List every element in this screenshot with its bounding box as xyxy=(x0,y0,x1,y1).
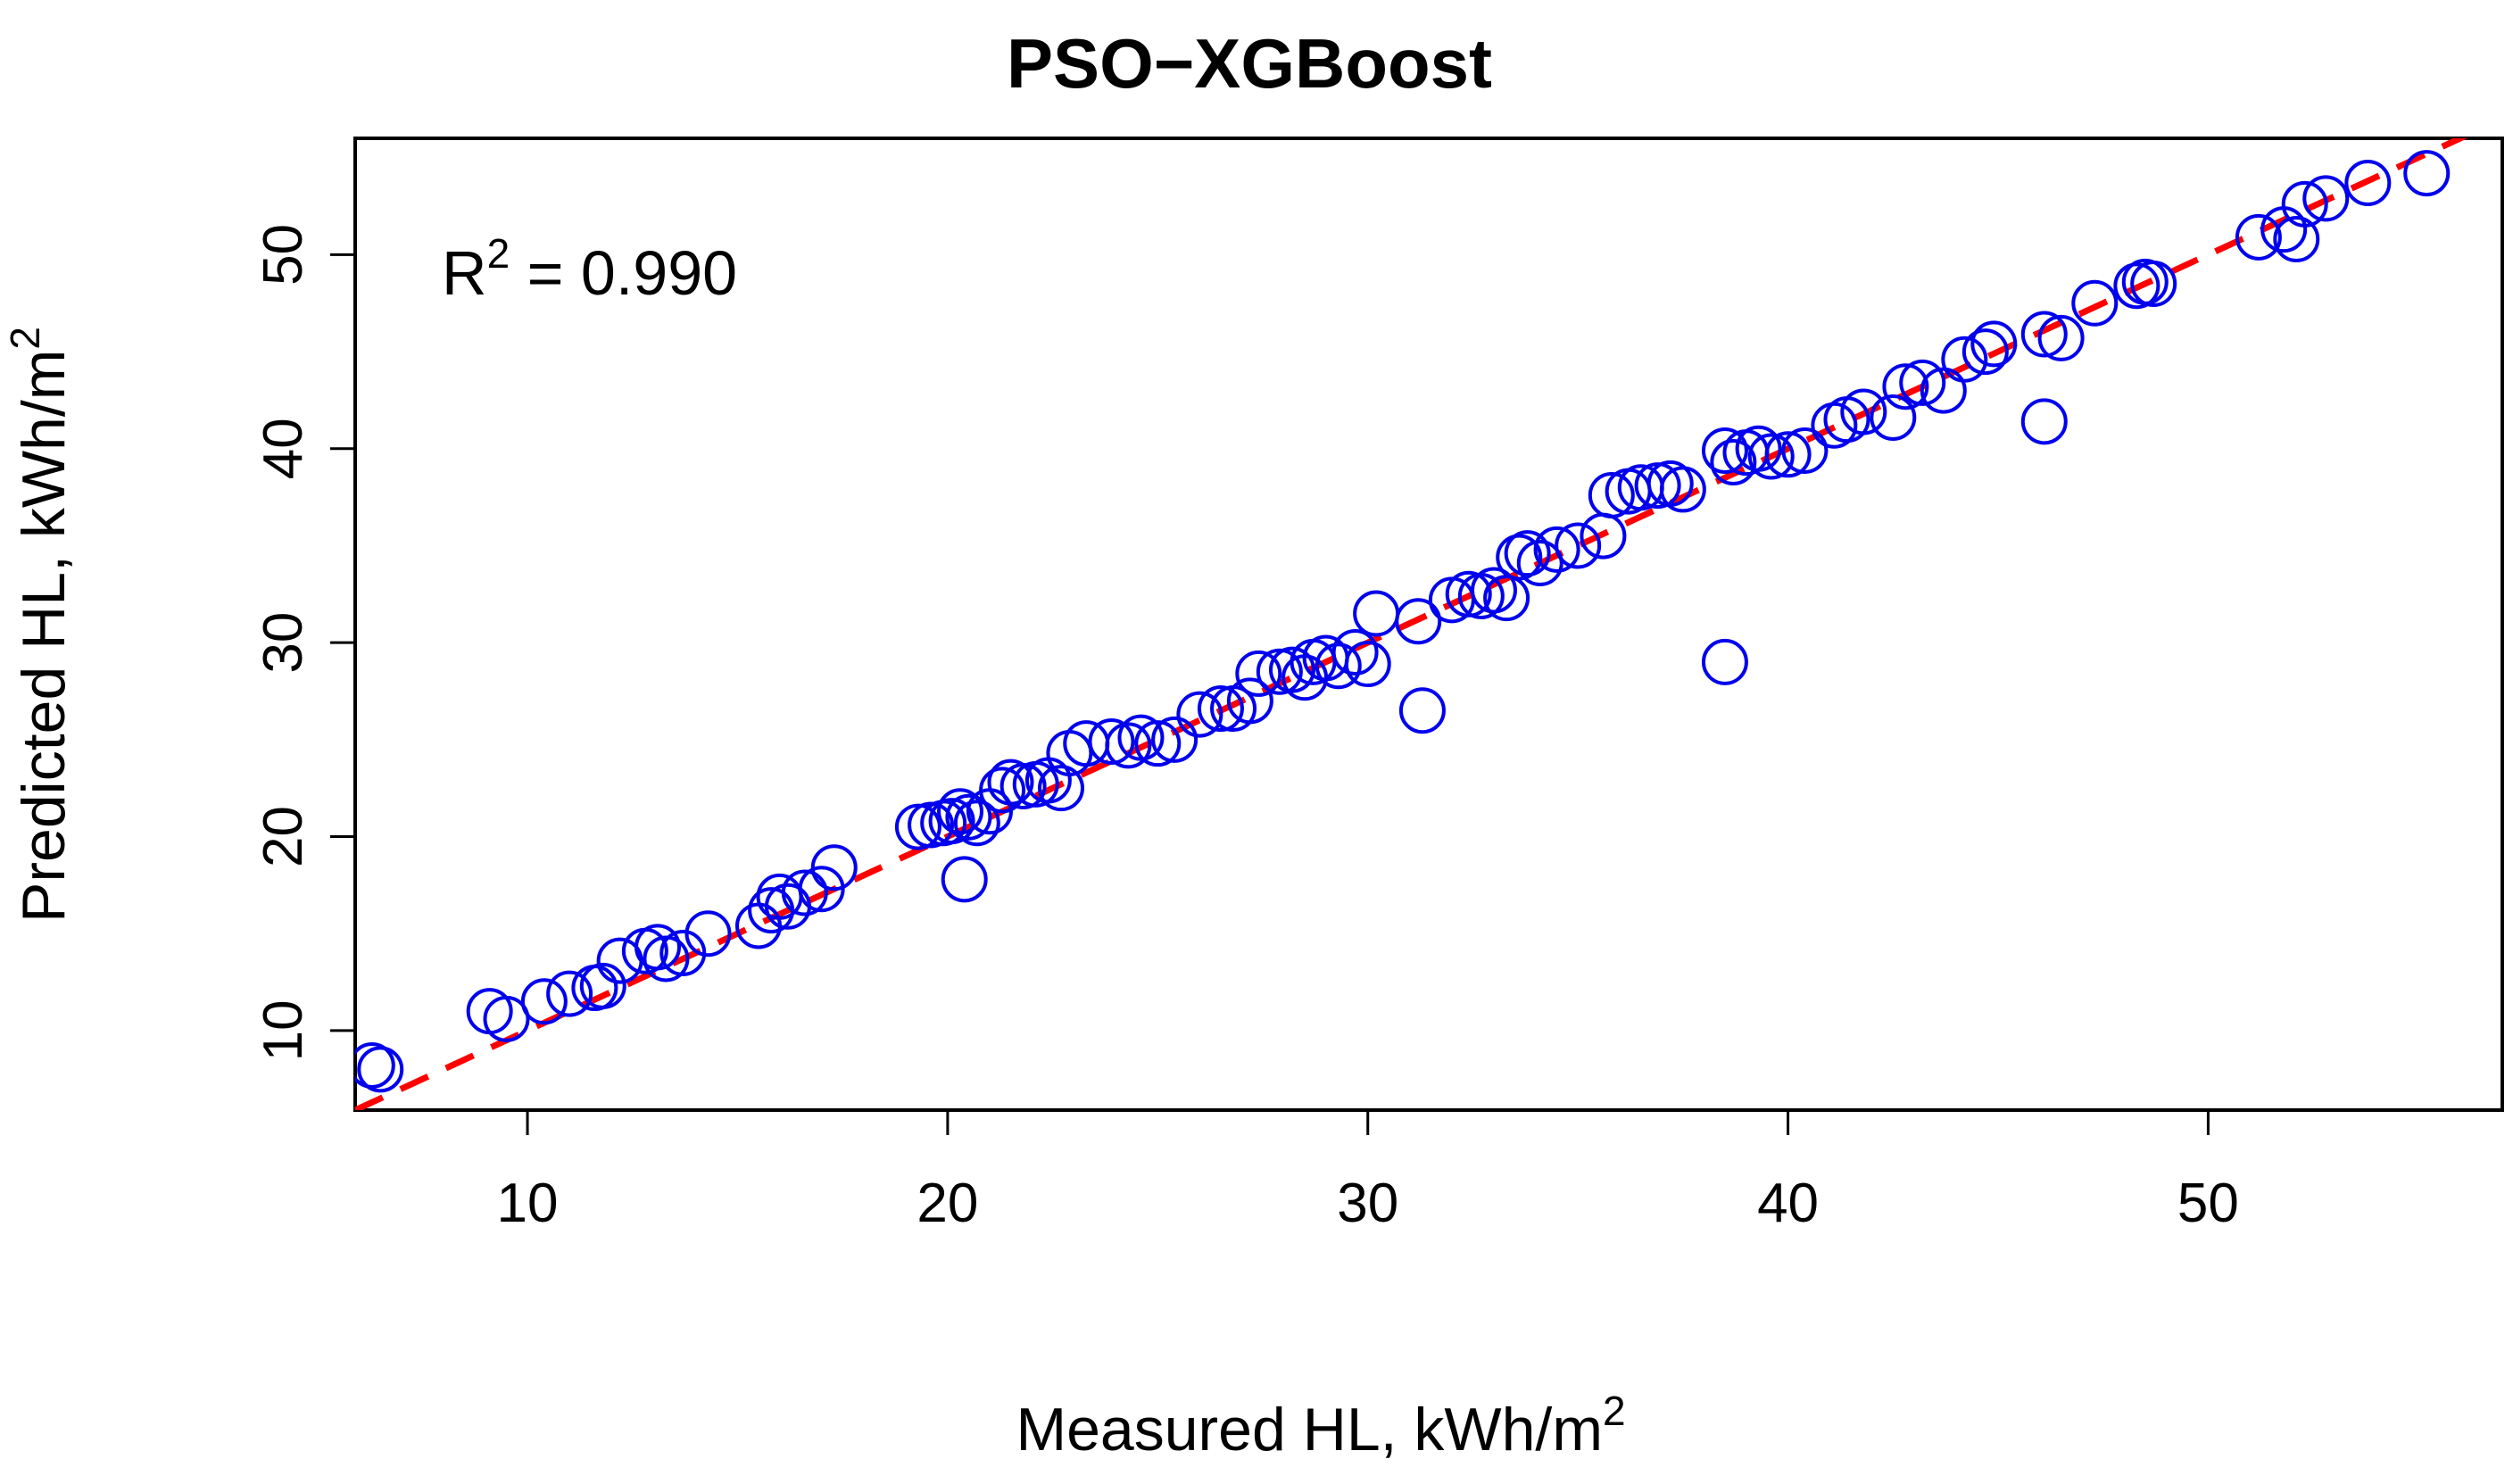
data-point xyxy=(1504,530,1551,577)
y-tick-label: 10 xyxy=(253,999,314,1061)
data-point xyxy=(1735,425,1782,472)
data-point xyxy=(2113,262,2161,310)
data-point xyxy=(2281,180,2328,228)
x-tick-label: 20 xyxy=(916,1173,978,1234)
y-axis-label-text: Predicted HL, kWh/m xyxy=(10,350,78,923)
x-axis-label: Measured HL, kWh/m2 xyxy=(1016,1388,1625,1463)
data-point xyxy=(1496,534,1543,581)
reference-line xyxy=(355,138,2468,1110)
data-point xyxy=(2130,261,2177,308)
data-point xyxy=(1701,638,1748,685)
data-point xyxy=(2071,279,2119,327)
data-point xyxy=(1268,646,1315,693)
data-point xyxy=(1353,590,1400,637)
data-point xyxy=(2235,213,2282,261)
y-tick-label: 30 xyxy=(253,612,314,674)
data-point xyxy=(1840,388,1887,435)
x-tick-label: 50 xyxy=(2177,1173,2239,1234)
data-point xyxy=(634,924,682,971)
data-point xyxy=(1588,471,1635,518)
data-point xyxy=(2020,398,2068,445)
x-axis-label-text: Measured HL, kWh/m xyxy=(1016,1396,1603,1463)
data-point xyxy=(2037,314,2085,361)
data-point xyxy=(1151,716,1198,763)
data-point xyxy=(1899,359,1946,406)
x-tick-label: 30 xyxy=(1337,1173,1398,1234)
data-point xyxy=(2020,311,2068,358)
data-point xyxy=(1226,677,1273,725)
y-axis-label-sup: 2 xyxy=(2,327,48,350)
data-point xyxy=(2273,216,2320,263)
data-point xyxy=(355,1042,395,1089)
data-point xyxy=(1747,433,1795,480)
data-point xyxy=(684,910,732,958)
y-axis-label: Predicted HL, kWh/m2 xyxy=(2,327,78,923)
data-point xyxy=(357,1046,404,1093)
data-point xyxy=(941,856,988,903)
data-points xyxy=(355,150,2451,1093)
data-point xyxy=(520,978,568,1025)
data-point xyxy=(1235,650,1282,697)
data-point xyxy=(1395,598,1442,645)
data-point xyxy=(1533,526,1580,573)
data-point xyxy=(1781,427,1829,474)
r-squared-sup: 2 xyxy=(487,230,510,277)
x-tick-label: 40 xyxy=(1757,1173,1819,1234)
data-point xyxy=(1710,439,1757,485)
y-axis: 10 20 30 40 50 xyxy=(253,224,357,1061)
chart-title: PSO−XGBoost xyxy=(1007,24,1492,103)
r-squared-value: = 0.990 xyxy=(510,238,737,308)
data-point xyxy=(1315,643,1362,690)
data-point xyxy=(1470,567,1517,614)
data-point xyxy=(2403,150,2451,197)
data-point xyxy=(1398,687,1446,734)
x-tick-label: 10 xyxy=(497,1173,559,1234)
data-point xyxy=(1516,540,1563,587)
data-point xyxy=(2344,159,2392,206)
data-point xyxy=(1961,328,2009,376)
x-axis-label-sup: 2 xyxy=(1603,1388,1626,1434)
data-point xyxy=(1134,720,1182,767)
data-point xyxy=(1764,431,1812,478)
data-point xyxy=(1870,394,1917,442)
data-point xyxy=(1038,765,1085,812)
data-point xyxy=(1344,641,1391,688)
data-point xyxy=(1970,320,2018,368)
data-point xyxy=(2302,175,2350,222)
reference-line-group xyxy=(355,138,2468,1110)
data-point xyxy=(1105,722,1152,769)
data-point xyxy=(1331,629,1379,676)
data-point xyxy=(953,800,1000,847)
data-point xyxy=(579,962,626,1009)
data-point xyxy=(937,788,984,835)
data-point xyxy=(1555,522,1602,569)
data-point xyxy=(1197,685,1244,733)
data-point xyxy=(1701,427,1748,474)
r-squared-prefix: R xyxy=(442,238,487,308)
data-point xyxy=(483,995,530,1042)
data-point xyxy=(979,767,1026,814)
x-axis: 10 20 30 40 50 xyxy=(497,1108,2239,1234)
data-point xyxy=(945,793,992,841)
data-point xyxy=(1176,691,1223,738)
y-tick-label: 40 xyxy=(253,418,314,479)
data-point xyxy=(1941,336,1988,383)
data-point xyxy=(1088,718,1135,766)
data-point xyxy=(546,970,593,1017)
data-point xyxy=(1882,363,1929,410)
data-point xyxy=(781,869,828,916)
data-point xyxy=(928,798,975,845)
data-point xyxy=(1659,466,1706,513)
r-squared-annotation: R2 = 0.990 xyxy=(442,230,737,308)
data-point xyxy=(810,844,858,891)
y-tick-label: 20 xyxy=(253,806,314,867)
y-tick-label: 50 xyxy=(253,224,314,286)
